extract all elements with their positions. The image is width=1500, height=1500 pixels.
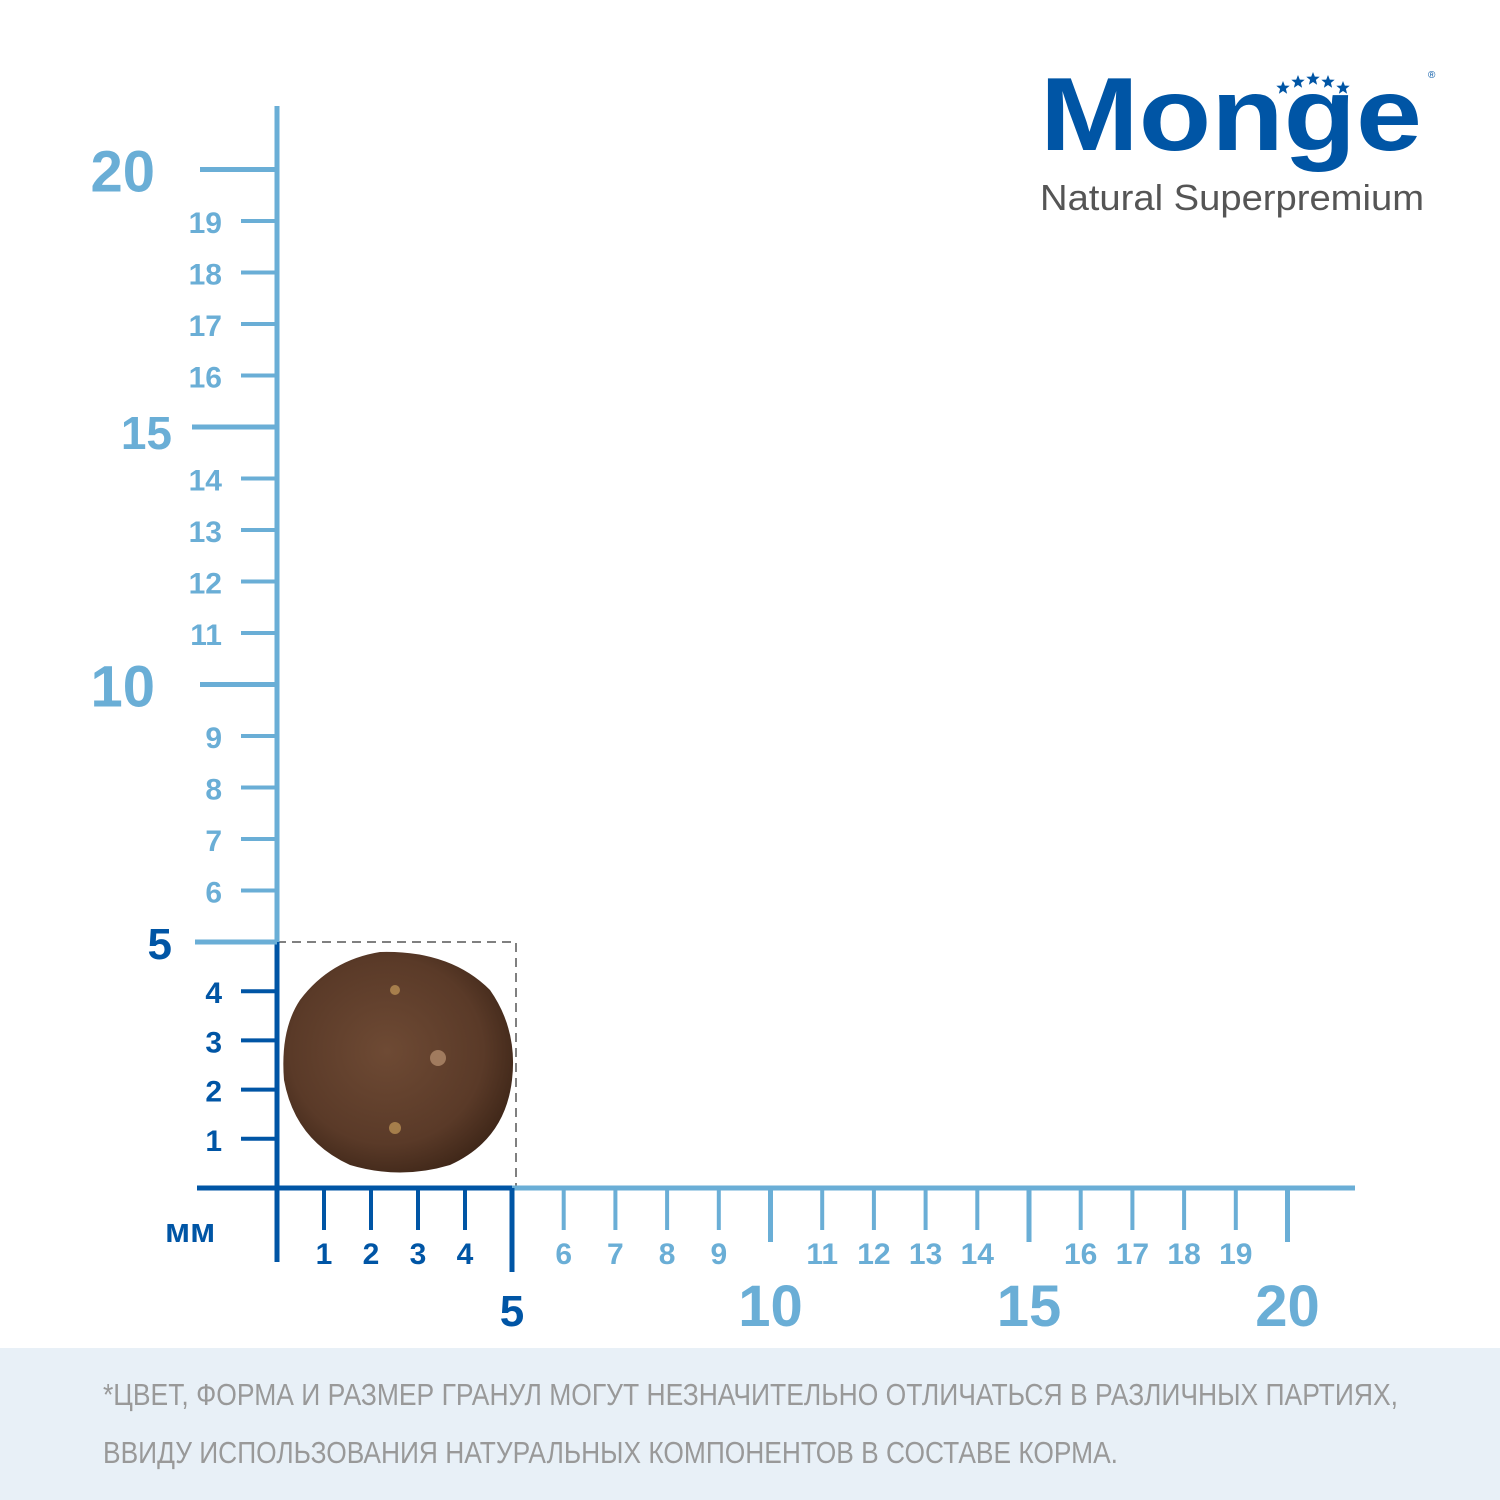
y-tick-label-7: 7	[205, 825, 222, 858]
star-icon	[1321, 75, 1335, 88]
footer-background	[0, 1348, 1500, 1500]
star-icon	[1306, 72, 1320, 85]
x-tick-label-16: 16	[1064, 1238, 1097, 1271]
y-major-label-10: 10	[90, 655, 155, 720]
y-major-label-15: 15	[121, 407, 172, 459]
granule-shape	[283, 951, 514, 1173]
y-tick-label-12: 12	[189, 568, 222, 601]
x-tick-label-11: 11	[806, 1238, 838, 1271]
x-major-label-10: 10	[738, 1274, 803, 1339]
y-tick-label-13: 13	[189, 516, 222, 549]
star-icon	[1336, 81, 1350, 94]
x-tick-label-17: 17	[1116, 1238, 1149, 1271]
disclaimer-line-2: ВВИДУ ИСПОЛЬЗОВАНИЯ НАТУРАЛЬНЫХ КОМПОНЕН…	[103, 1435, 1118, 1470]
y-tick-label-6: 6	[205, 877, 222, 910]
x-tick-label-1: 1	[316, 1238, 333, 1271]
x-tick-label-8: 8	[659, 1238, 676, 1271]
y-tick-label-1: 1	[205, 1125, 222, 1158]
y-tick-label-18: 18	[189, 259, 222, 292]
x-tick-label-6: 6	[555, 1238, 572, 1271]
y-tick-label-8: 8	[205, 774, 222, 807]
logo: Monge ® Natural Superpremium	[1040, 57, 1436, 218]
y-major-label-20: 20	[90, 140, 155, 205]
logo-wordmark: Monge	[1040, 57, 1422, 173]
y-tick-label-9: 9	[205, 722, 222, 755]
x-major-label-5: 5	[500, 1287, 524, 1336]
y-tick-label-14: 14	[189, 465, 223, 498]
x-tick-label-19: 19	[1219, 1238, 1252, 1271]
x-tick-label-4: 4	[457, 1238, 474, 1271]
x-major-label-15: 15	[997, 1274, 1062, 1339]
logo-tagline: Natural Superpremium	[1040, 177, 1424, 218]
x-tick-label-14: 14	[961, 1238, 995, 1271]
x-major-label-20: 20	[1255, 1274, 1320, 1339]
star-icon	[1276, 81, 1290, 94]
granule-photo	[276, 941, 517, 1189]
x-tick-label-7: 7	[607, 1238, 624, 1271]
y-tick-label-16: 16	[189, 362, 222, 395]
y-tick-label-11: 11	[190, 619, 222, 652]
y-tick-label-2: 2	[205, 1076, 222, 1109]
footer: *ЦВЕТ, ФОРМА И РАЗМЕР ГРАНУЛ МОГУТ НЕЗНА…	[0, 1348, 1500, 1500]
logo-stars-icon	[1276, 72, 1350, 94]
x-tick-label-2: 2	[363, 1238, 380, 1271]
y-tick-label-19: 19	[189, 207, 222, 240]
x-tick-label-12: 12	[857, 1238, 890, 1271]
registered-mark: ®	[1428, 70, 1436, 81]
star-icon	[1291, 75, 1305, 88]
x-tick-label-18: 18	[1167, 1238, 1200, 1271]
disclaimer-line-1: *ЦВЕТ, ФОРМА И РАЗМЕР ГРАНУЛ МОГУТ НЕЗНА…	[103, 1377, 1398, 1412]
x-tick-label-13: 13	[909, 1238, 942, 1271]
unit-label: мм	[165, 1212, 215, 1250]
x-tick-label-3: 3	[410, 1238, 427, 1271]
x-tick-label-9: 9	[710, 1238, 727, 1271]
y-major-label-5: 5	[148, 920, 172, 969]
y-tick-label-17: 17	[189, 310, 222, 343]
y-tick-label-4: 4	[205, 977, 222, 1010]
y-tick-label-3: 3	[205, 1026, 222, 1059]
